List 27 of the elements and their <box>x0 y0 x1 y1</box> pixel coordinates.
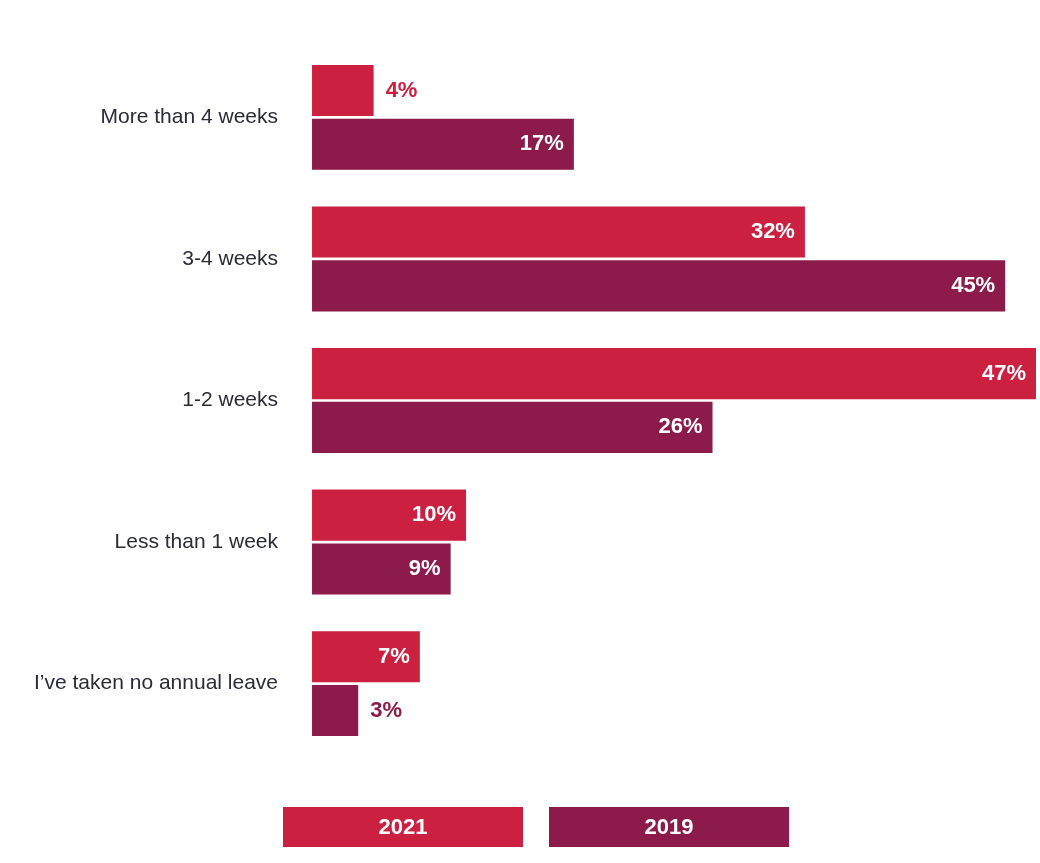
bar <box>312 64 374 117</box>
bar <box>312 348 1036 400</box>
data-label: 17% <box>519 130 564 156</box>
y-tick-label: More than 4 weeks <box>100 104 279 128</box>
data-label: 4% <box>385 76 418 102</box>
y-tick-label: 1-2 weeks <box>182 387 279 411</box>
data-label: 10% <box>412 501 457 527</box>
bar <box>312 489 467 541</box>
y-tick-label: I’ve taken no annual leave <box>34 670 279 694</box>
data-label: 45% <box>951 271 996 297</box>
y-tick-label: 3-4 weeks <box>182 245 279 269</box>
bar <box>312 401 713 453</box>
data-label: 7% <box>378 642 410 668</box>
data-label: 47% <box>981 359 1026 385</box>
bar <box>312 206 805 258</box>
bar <box>312 260 1006 312</box>
bar <box>312 631 420 683</box>
bar <box>312 543 451 595</box>
text: 2019 <box>549 807 789 847</box>
bar <box>312 118 574 170</box>
data-label: 3% <box>370 696 403 722</box>
data-label: 32% <box>750 218 795 244</box>
bar <box>312 684 359 737</box>
y-tick-label: Less than 1 week <box>114 528 279 552</box>
data-label: 26% <box>658 413 703 439</box>
text: 2021 <box>283 807 523 847</box>
data-label: 9% <box>408 555 441 581</box>
